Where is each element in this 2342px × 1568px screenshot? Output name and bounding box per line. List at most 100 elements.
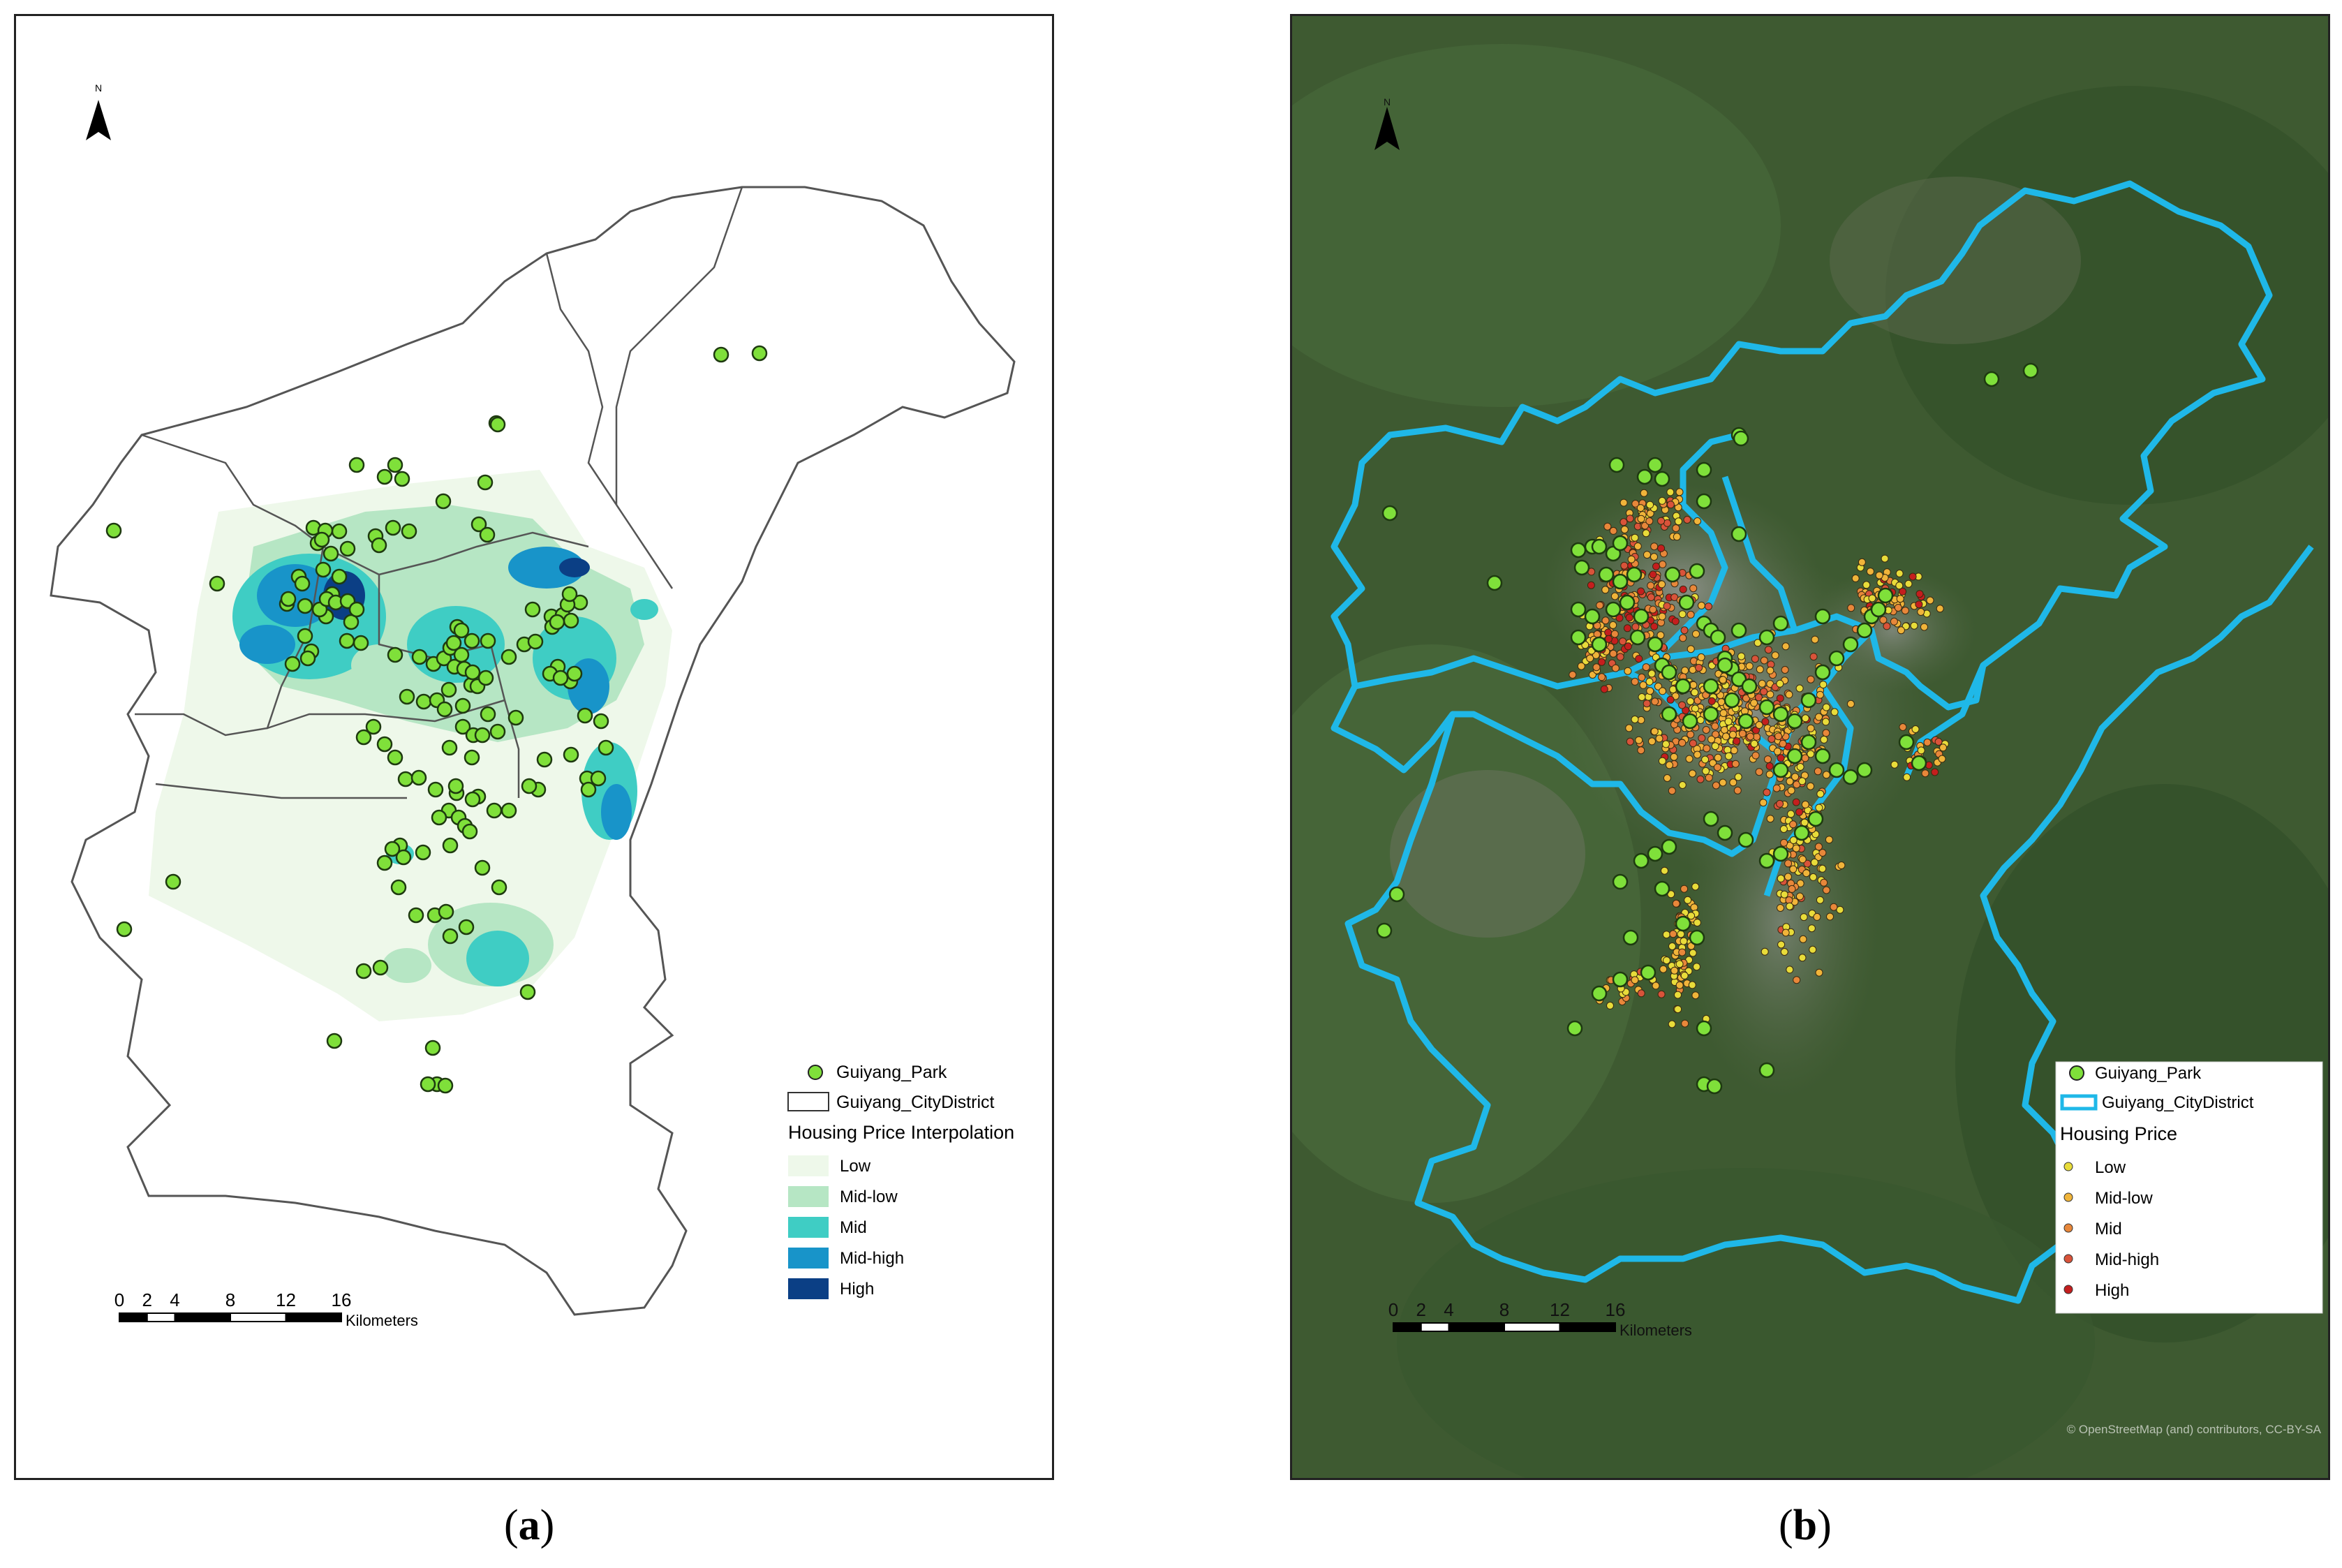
park-point — [1772, 845, 1789, 862]
housing-point — [1650, 622, 1659, 630]
park-point — [479, 526, 496, 543]
housing-point — [1662, 740, 1670, 748]
housing-point — [1596, 601, 1604, 609]
park-point — [1629, 629, 1646, 646]
housing-point — [1663, 774, 1671, 782]
housing-point — [1788, 885, 1796, 893]
housing-point — [1705, 602, 1712, 611]
park-point — [384, 841, 401, 857]
park-point — [1661, 664, 1677, 681]
park-point — [1654, 471, 1670, 487]
housing-point — [1917, 608, 1925, 616]
housing-point — [1776, 679, 1784, 688]
park-point — [1758, 1062, 1775, 1079]
legend-class-label: Low — [840, 1157, 871, 1176]
scale-segment — [146, 1312, 176, 1322]
park-point — [1566, 1020, 1583, 1037]
housing-point — [1638, 693, 1646, 701]
housing-point — [1646, 510, 1654, 517]
housing-point — [1685, 755, 1693, 763]
park-point — [1612, 971, 1629, 988]
park-point — [326, 1033, 343, 1049]
park-point — [1570, 601, 1587, 618]
park-point — [1793, 824, 1810, 841]
housing-point — [1751, 751, 1760, 760]
park-point — [284, 656, 301, 672]
housing-point — [1620, 526, 1629, 533]
housing-point — [1879, 616, 1888, 624]
housing-point — [1624, 667, 1632, 675]
park-point — [1842, 769, 1859, 785]
scale-tick-label: 0 — [1388, 1299, 1398, 1320]
park-point — [209, 575, 225, 592]
housing-point — [1773, 747, 1781, 755]
park-point — [1584, 608, 1601, 625]
legend-district-label: Guiyang_CityDistrict — [2102, 1093, 2254, 1112]
district-boundaries — [135, 186, 743, 799]
park-point — [1737, 713, 1754, 730]
park-point — [1622, 929, 1639, 946]
housing-point — [1696, 716, 1705, 724]
housing-point — [1792, 844, 1800, 852]
park-point — [1591, 985, 1608, 1002]
housing-point — [1642, 663, 1650, 672]
park-point — [1737, 831, 1754, 848]
park-point — [489, 723, 506, 740]
park-point — [1598, 566, 1615, 583]
housing-point — [1637, 587, 1645, 596]
housing-point — [1693, 517, 1702, 525]
housing-point — [1691, 991, 1700, 1000]
housing-point — [1658, 580, 1666, 589]
park-point — [477, 474, 494, 491]
housing-point — [1798, 855, 1807, 864]
park-point — [348, 601, 365, 618]
park-point — [1703, 706, 1719, 723]
scale-tick-label: 0 — [114, 1289, 124, 1310]
housing-point — [1862, 581, 1871, 589]
housing-point — [1626, 515, 1634, 523]
park-point — [486, 802, 503, 819]
park-point — [1682, 713, 1698, 730]
housing-point — [1647, 593, 1655, 601]
housing-point — [1837, 861, 1846, 869]
housing-point — [1822, 771, 1830, 779]
housing-point — [1903, 773, 1911, 781]
park-point — [1772, 615, 1789, 632]
housing-point — [1668, 1020, 1676, 1028]
housing-point — [1799, 935, 1807, 943]
housing-point — [1725, 752, 1733, 760]
north-label: N — [1384, 96, 1391, 108]
housing-point — [1813, 912, 1821, 921]
housing-point — [1658, 757, 1666, 765]
housing-point — [1648, 737, 1656, 746]
housing-point — [1786, 777, 1794, 785]
housing-point — [1689, 584, 1698, 593]
housing-point — [1807, 750, 1815, 758]
housing-point — [1675, 981, 1684, 989]
housing-point — [1798, 954, 1807, 962]
housing-point — [1795, 892, 1804, 901]
park-point — [387, 749, 403, 766]
housing-point — [1801, 754, 1809, 762]
park-point — [376, 468, 393, 485]
housing-point — [1761, 947, 1769, 956]
housing-point — [1680, 885, 1689, 893]
housing-point — [1709, 759, 1717, 767]
housing-point — [1938, 755, 1946, 763]
housing-point — [1787, 786, 1795, 794]
park-point — [394, 471, 410, 487]
housing-point — [1635, 736, 1643, 744]
housing-point — [1895, 582, 1904, 590]
housing-point — [1681, 1019, 1689, 1028]
housing-point — [1719, 778, 1727, 787]
housing-point — [1779, 739, 1787, 748]
north-arrow-icon: N — [86, 82, 111, 140]
park-point — [1758, 629, 1775, 646]
park-point — [399, 688, 415, 705]
housing-point — [1679, 585, 1687, 593]
park-point — [561, 586, 578, 602]
housing-point — [1826, 912, 1834, 921]
legend-class-label: Low — [2095, 1158, 2126, 1177]
housing-point — [1801, 800, 1809, 808]
housing-point — [1668, 942, 1676, 950]
